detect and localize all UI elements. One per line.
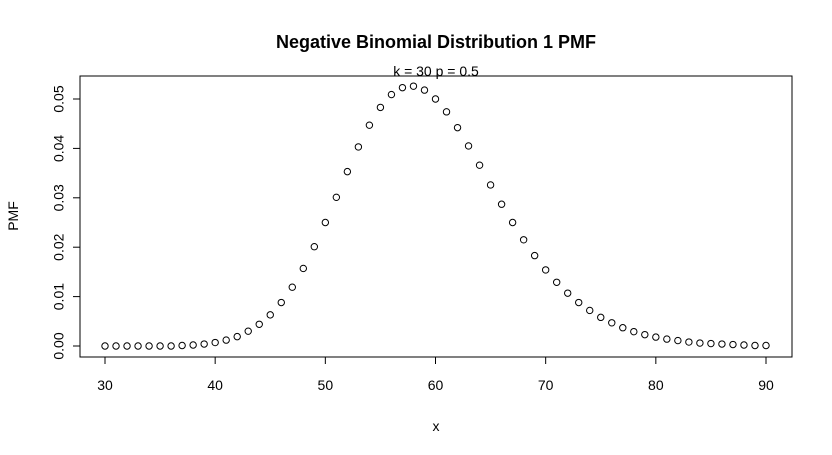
plot-frame [79, 75, 793, 358]
data-point [233, 332, 241, 341]
x-tick-label: 90 [758, 377, 774, 393]
data-point [762, 341, 770, 350]
y-tick-label: 0.01 [51, 283, 67, 310]
data-point [365, 121, 374, 129]
data-point [597, 313, 605, 322]
data-point [310, 243, 319, 251]
data-point [729, 340, 737, 349]
data-point [608, 319, 616, 327]
x-tick-label: 40 [207, 377, 223, 393]
data-point [464, 142, 473, 150]
data-point [475, 161, 484, 169]
y-axis: 0.00 0.01 0.02 0.03 0.04 0.05 [51, 85, 81, 360]
x-axis: 30 40 50 60 70 80 90 [97, 356, 774, 393]
data-point [156, 342, 164, 350]
data-point [508, 218, 517, 227]
data-point [376, 103, 385, 112]
x-tick-label: 60 [428, 377, 444, 393]
data-point [343, 167, 352, 176]
y-tick-label: 0.04 [51, 135, 67, 162]
data-point [497, 200, 506, 208]
data-point [530, 251, 539, 260]
data-point [685, 338, 693, 346]
data-point [740, 341, 748, 349]
chart-subtitle: k = 30 p = 0.5 [393, 63, 479, 79]
data-point [123, 342, 131, 350]
data-point [354, 143, 363, 151]
y-tick-label: 0.00 [51, 332, 67, 359]
data-point [244, 327, 252, 335]
y-axis-label: PMF [5, 201, 21, 231]
data-point [266, 311, 274, 319]
data-point [167, 342, 175, 350]
data-point [718, 340, 726, 348]
data-point [442, 108, 451, 116]
y-tick-label: 0.02 [51, 233, 67, 260]
x-tick-label: 80 [648, 377, 664, 393]
data-point [409, 82, 418, 90]
data-point [564, 289, 572, 297]
data-point [299, 264, 307, 273]
data-point [277, 298, 285, 307]
data-point [674, 336, 682, 345]
data-point [134, 342, 142, 350]
data-point [222, 336, 230, 344]
data-point [619, 324, 627, 332]
data-point [178, 341, 186, 350]
y-tick-label: 0.03 [51, 184, 67, 211]
data-point [321, 218, 330, 227]
data-point [112, 342, 120, 350]
data-point [200, 340, 208, 348]
data-point [519, 236, 528, 244]
data-point [586, 306, 594, 315]
data-point [211, 338, 219, 347]
data-point [630, 327, 638, 336]
data-point [101, 342, 109, 350]
data-point [453, 123, 462, 132]
data-point [189, 341, 197, 349]
y-tick-label: 0.05 [51, 85, 67, 112]
data-point [387, 90, 396, 99]
data-point [431, 95, 440, 103]
data-point [255, 320, 263, 328]
data-point [652, 333, 660, 341]
data-point [145, 342, 153, 350]
data-point [420, 86, 429, 94]
data-point [707, 339, 715, 348]
data-point [398, 83, 407, 92]
data-points [101, 82, 770, 350]
data-point [751, 341, 759, 350]
x-axis-label: x [433, 418, 440, 434]
data-point [552, 278, 561, 286]
chart-title: Negative Binomial Distribution 1 PMF [276, 32, 596, 52]
data-point [696, 339, 704, 347]
data-point [575, 298, 583, 307]
data-point [641, 330, 649, 339]
x-tick-label: 30 [97, 377, 113, 393]
x-tick-label: 50 [318, 377, 334, 393]
data-point [663, 335, 671, 343]
data-point [332, 193, 341, 202]
data-point [486, 181, 495, 189]
data-point [541, 266, 550, 274]
data-point [288, 283, 296, 291]
x-tick-label: 70 [538, 377, 554, 393]
